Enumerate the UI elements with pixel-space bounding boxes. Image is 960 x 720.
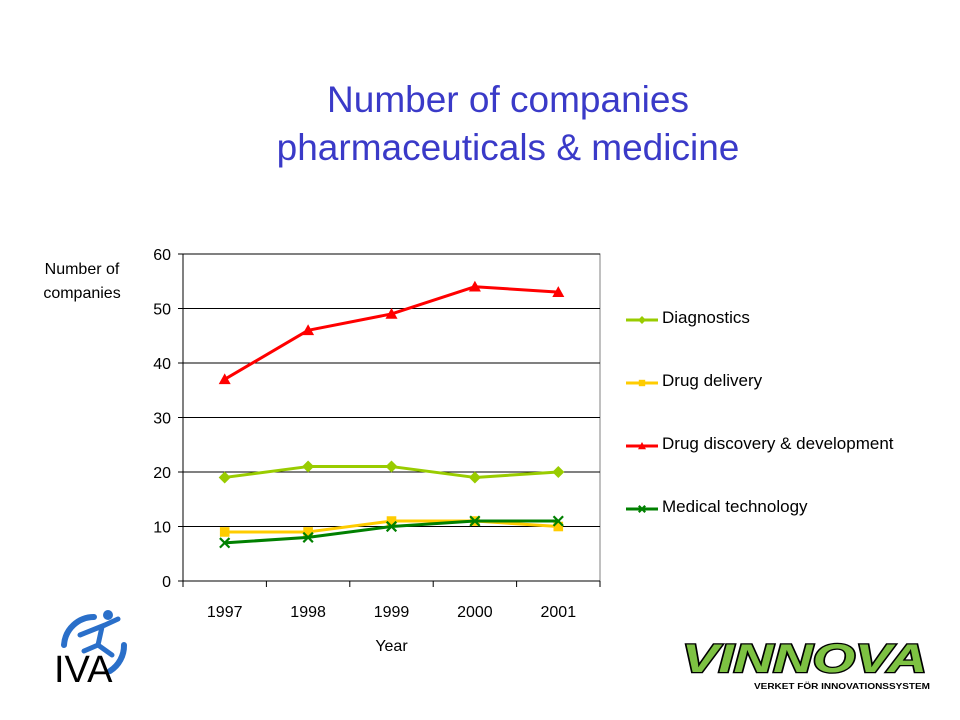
data-point <box>468 471 481 484</box>
legend-marker <box>638 379 646 387</box>
legend-swatch <box>626 505 658 513</box>
legend-label: Medical technology <box>662 497 808 516</box>
legend-label: Drug discovery & development <box>662 434 894 453</box>
data-point <box>552 515 564 527</box>
data-point <box>552 286 565 297</box>
iva-logo: IVA <box>54 610 128 685</box>
data-point <box>219 537 231 549</box>
x-axis-label: Year <box>375 638 408 655</box>
iva-logo-text: IVA <box>54 649 113 685</box>
legend-swatch <box>626 316 658 324</box>
x-tick-label: 1998 <box>290 604 326 621</box>
data-point <box>552 466 565 478</box>
data-point <box>385 307 398 319</box>
vinnova-logo: VINNOVA VERKET FÖR INNOVATIONSSYSTEM <box>681 638 931 691</box>
data-point <box>219 527 230 537</box>
chart-title: Number of companies pharmaceuticals & me… <box>0 76 960 172</box>
data-point <box>468 280 481 292</box>
y-tick-label: 10 <box>153 520 171 537</box>
data-point <box>469 515 481 527</box>
legend-marker <box>638 505 646 513</box>
data-point <box>302 460 315 473</box>
vinnova-logo-text: VINNOVA <box>682 638 927 681</box>
data-point <box>218 373 231 385</box>
data-point <box>303 527 313 537</box>
legend-label: Drug delivery <box>662 371 763 390</box>
vinnova-tagline: VERKET FÖR INNOVATIONSSYSTEM <box>754 682 930 691</box>
data-point <box>553 521 564 532</box>
y-tick-label: 60 <box>153 247 171 264</box>
legend-swatch <box>626 379 658 387</box>
y-axis-label: Number of companies <box>43 261 121 302</box>
title-line-2: pharmaceuticals & medicine <box>276 127 740 168</box>
y-tick-label: 0 <box>162 574 171 591</box>
legend-marker <box>638 316 646 324</box>
data-point <box>386 516 397 526</box>
legend-swatch <box>626 442 658 450</box>
x-tick-label: 2000 <box>457 604 493 621</box>
x-tick-label: 1997 <box>207 604 243 621</box>
data-point <box>302 531 314 543</box>
legend-marker <box>638 442 646 450</box>
legend-label: Diagnostics <box>662 308 750 327</box>
y-tick-label: 40 <box>153 356 171 373</box>
series-line-3 <box>223 285 559 381</box>
data-point <box>385 520 398 533</box>
y-tick-label: 50 <box>153 302 171 319</box>
data-point <box>302 324 315 336</box>
data-point <box>218 471 231 484</box>
x-tick-label: 2001 <box>541 604 577 621</box>
x-tick-label: 1999 <box>374 604 410 621</box>
y-tick-label: 30 <box>153 411 171 428</box>
data-point <box>385 460 398 473</box>
y-tick-label: 20 <box>153 465 171 482</box>
title-line-1: Number of companies <box>327 79 689 120</box>
